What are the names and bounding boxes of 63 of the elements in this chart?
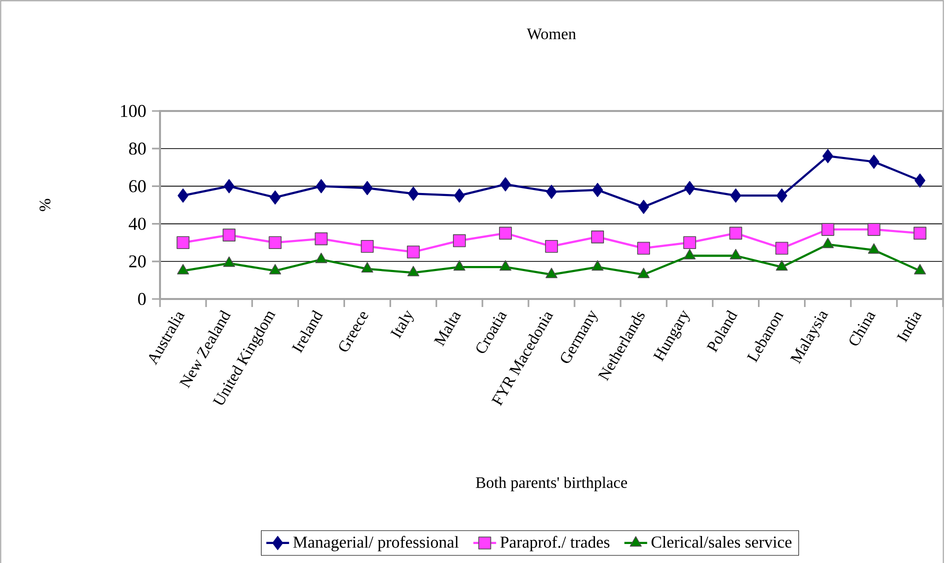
point <box>361 262 374 273</box>
point <box>868 223 880 236</box>
point <box>453 260 466 271</box>
y-tick-label: 80 <box>129 142 146 155</box>
point <box>177 264 189 274</box>
point <box>407 266 420 276</box>
point <box>638 268 650 278</box>
chart-title: Women <box>526 28 576 40</box>
y-tick-label: 0 <box>138 292 146 306</box>
point <box>914 173 926 188</box>
point <box>822 149 834 164</box>
point <box>269 264 282 274</box>
point <box>500 177 511 192</box>
point <box>268 236 282 249</box>
point <box>776 260 788 271</box>
point <box>729 226 742 240</box>
legend-label: Paraprof./ trades <box>500 536 610 552</box>
point <box>546 184 557 199</box>
point <box>591 230 604 244</box>
point <box>223 256 236 267</box>
point <box>730 248 742 260</box>
point <box>683 236 696 249</box>
y-tick-label: 100 <box>120 104 146 118</box>
y-tick-label: 40 <box>128 218 146 230</box>
point <box>592 260 604 271</box>
point <box>454 188 465 203</box>
point <box>775 242 788 255</box>
point <box>224 179 234 194</box>
x-axis-title: Both parents' birthplace <box>476 476 628 492</box>
point <box>821 223 834 236</box>
point <box>406 246 420 258</box>
point <box>730 188 742 203</box>
point <box>452 234 466 248</box>
y-axis-title: % <box>40 198 50 212</box>
point <box>637 242 650 255</box>
point <box>868 243 880 254</box>
point <box>546 268 558 278</box>
point <box>222 228 236 242</box>
point <box>684 248 696 260</box>
point <box>684 181 696 196</box>
y-tick-label: 60 <box>129 180 146 192</box>
point <box>178 188 188 203</box>
point <box>316 179 327 194</box>
point <box>545 240 558 253</box>
point <box>499 226 512 240</box>
point <box>914 226 926 240</box>
point <box>314 232 328 246</box>
point <box>914 264 926 274</box>
legend-label: Managerial/ professional <box>293 536 459 552</box>
point <box>592 182 603 198</box>
point <box>315 252 328 264</box>
point <box>822 238 834 248</box>
point <box>638 200 650 214</box>
point <box>360 240 374 253</box>
point <box>868 154 880 169</box>
point <box>270 190 281 205</box>
y-tick-label: 20 <box>129 255 146 268</box>
point <box>500 260 512 271</box>
point <box>776 188 788 203</box>
legend-label: Clerical/sales service <box>652 536 792 548</box>
point <box>362 181 373 196</box>
point <box>408 186 419 201</box>
point <box>176 236 190 249</box>
